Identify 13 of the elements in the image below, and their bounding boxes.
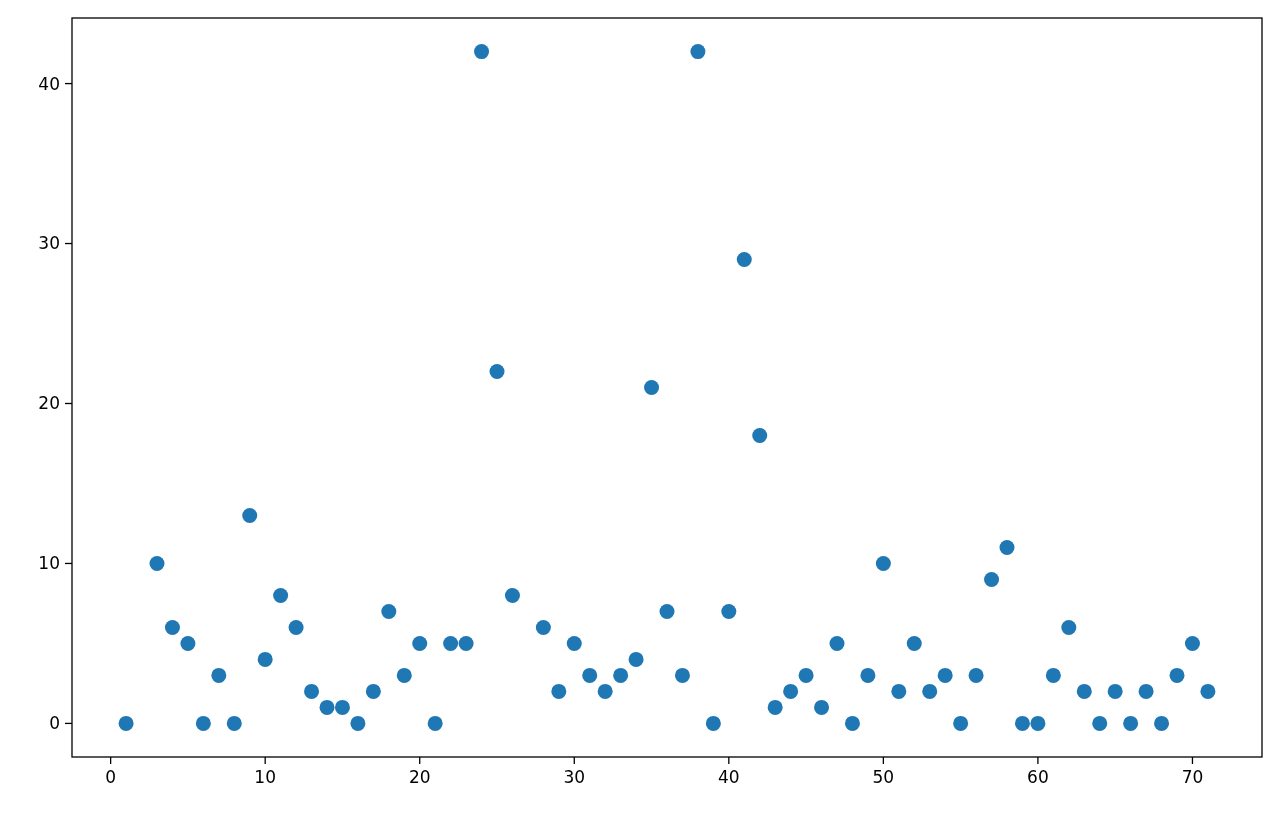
y-tick-label: 10 xyxy=(38,553,60,574)
y-tick-label: 30 xyxy=(38,233,60,254)
x-tick-label: 30 xyxy=(563,767,586,787)
y-tick-label: 40 xyxy=(38,73,60,94)
x-tick-label: 50 xyxy=(872,767,895,787)
x-tick-label: 70 xyxy=(1181,767,1204,787)
x-tick-label: 10 xyxy=(254,767,276,787)
y-tick-label: 0 xyxy=(49,713,60,734)
x-tick-label: 0 xyxy=(105,767,117,787)
x-tick-label: 20 xyxy=(408,767,431,787)
x-tick-label: 40 xyxy=(718,767,740,787)
x-tick-label: 60 xyxy=(1027,767,1049,787)
y-tick-label: 20 xyxy=(38,393,60,414)
